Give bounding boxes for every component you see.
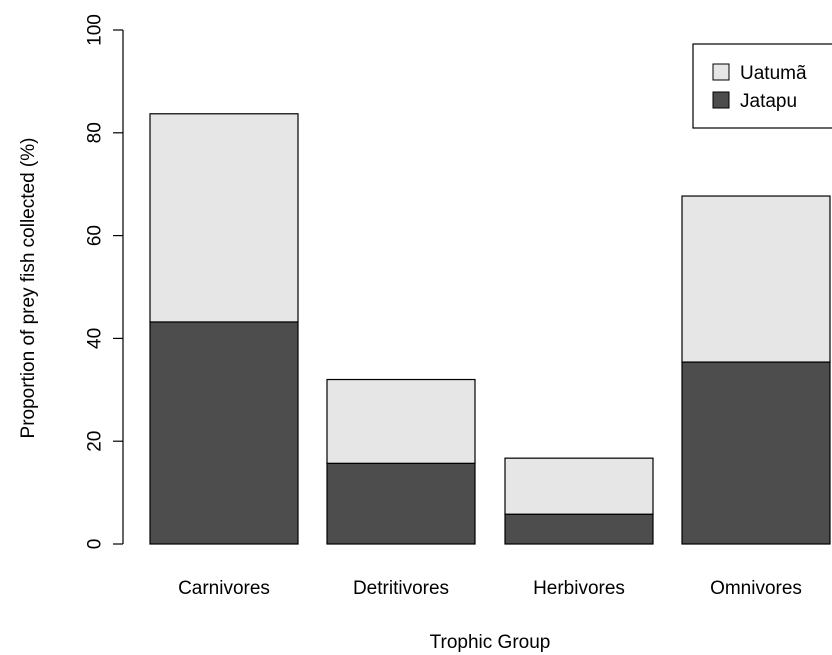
bar-detritivores-uatuma: [326, 378, 476, 464]
legend-swatch: [712, 91, 730, 109]
y-tick-label: 0: [85, 539, 106, 550]
y-tick-label: 40: [85, 328, 106, 349]
bar-carnivores-jatapu: [149, 321, 299, 545]
bar-detritivores-jatapu: [326, 462, 476, 545]
x-axis-labels: Carnivores Detritivores Herbivores Omnivore…: [178, 578, 802, 599]
legend-label: Jatapu: [740, 91, 797, 112]
x-tick-label: Omnivores: [710, 578, 802, 599]
x-tick-label: Carnivores: [178, 578, 270, 599]
x-tick-label: Detritivores: [353, 578, 449, 599]
y-tick-label: 60: [85, 225, 106, 246]
legend-label: Uatumã: [740, 63, 807, 84]
bar-omnivores-jatapu: [681, 361, 831, 545]
y-tick-label: 80: [85, 122, 106, 143]
legend-swatch: [712, 63, 730, 81]
legend: Uatumã Jatapu: [692, 43, 832, 129]
bar-omnivores-uatuma: [681, 195, 831, 363]
legend-box: [692, 43, 832, 129]
y-axis: 0 20 40 60 80 100: [85, 14, 124, 550]
bar-herbivores-uatuma: [504, 457, 654, 515]
y-axis-title: Proportion of prey fish collected (%): [18, 138, 39, 439]
bars-group: [149, 113, 831, 545]
x-axis-title: Trophic Group: [430, 632, 551, 653]
y-tick-label: 100: [85, 14, 106, 46]
bar-carnivores-uatuma: [149, 113, 299, 323]
x-tick-label: Herbivores: [533, 578, 625, 599]
bar-herbivores-jatapu: [504, 513, 654, 545]
y-tick-label: 20: [85, 431, 106, 452]
